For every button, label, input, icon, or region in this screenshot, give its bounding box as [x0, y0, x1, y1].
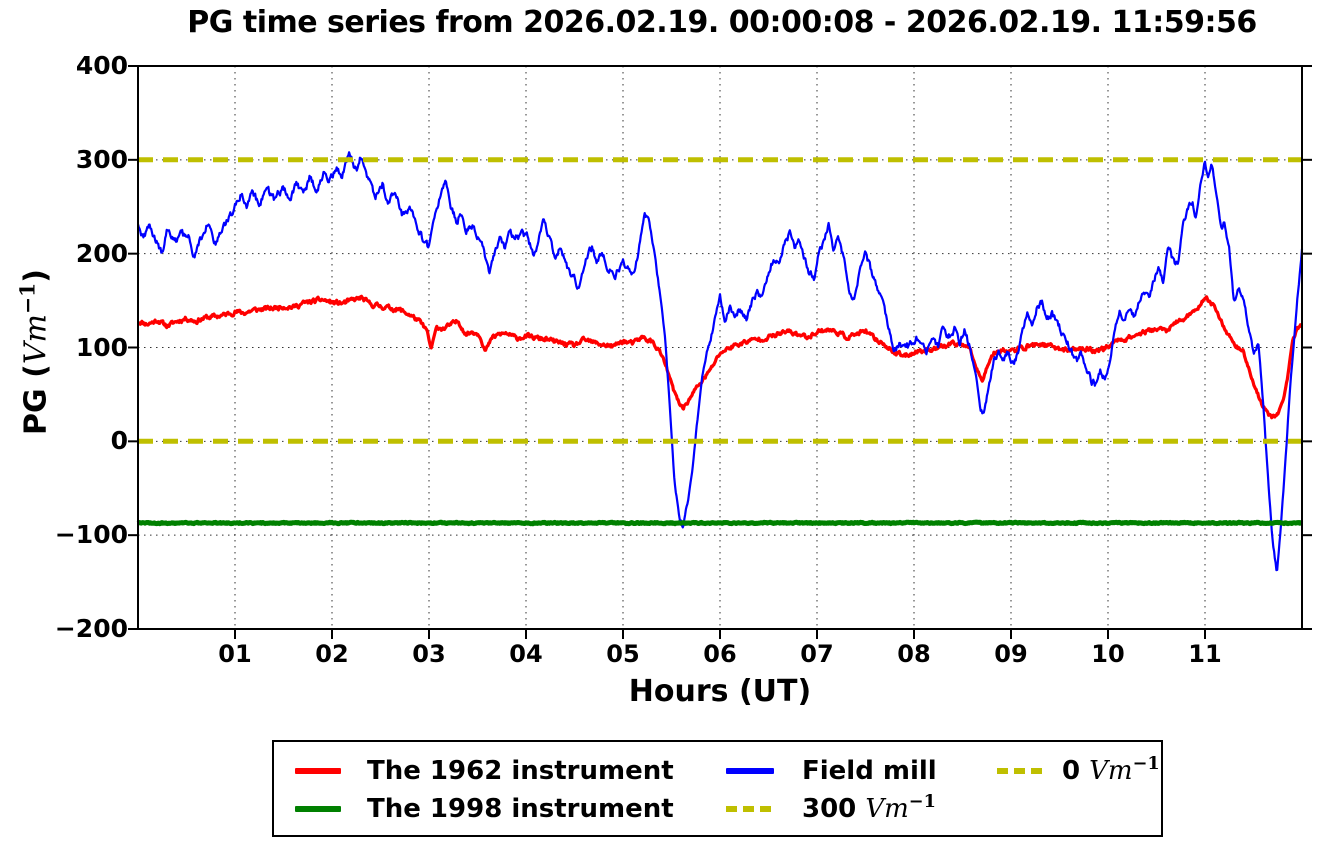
x-tick-label: 05 [606, 640, 640, 668]
y-tick-label: 300 [75, 144, 128, 174]
x-tick-label: 01 [218, 640, 252, 668]
series-the-1998-instrument [136, 519, 1304, 527]
y-tick-label: −100 [54, 520, 128, 550]
legend: The 1962 instrument The 1998 instrument … [272, 740, 1163, 837]
legend-label-300: 300 Vm−1 [802, 791, 936, 824]
plot-border [137, 65, 1303, 630]
x-tick-label: 10 [1091, 640, 1125, 668]
y-tick-label: 200 [75, 238, 128, 268]
legend-label-1962: The 1962 instrument [367, 756, 674, 786]
legend-label-0: 0 Vm−1 [1062, 753, 1160, 786]
y-tick-label: 400 [75, 51, 128, 80]
x-tick-label: 03 [412, 640, 446, 668]
x-tick-label: 06 [703, 640, 737, 668]
x-tick-label: 11 [1188, 640, 1222, 668]
series-the-1962-instrument [136, 294, 1303, 420]
x-tick-label: 04 [509, 640, 543, 668]
legend-swatch-1962 [295, 768, 341, 774]
x-tick-label: 09 [994, 640, 1028, 668]
series-field-mill [136, 151, 1304, 572]
y-tick-label: −200 [54, 614, 128, 643]
y-tick-label: 100 [75, 332, 128, 362]
legend-swatch-fieldmill [726, 768, 774, 774]
legend-label-1998: The 1998 instrument [367, 794, 674, 824]
x-tick-label: 02 [315, 640, 349, 668]
legend-label-fieldmill: Field mill [802, 756, 937, 786]
y-axis-label: PG (Vm−1) [15, 269, 54, 435]
x-axis-label: Hours (UT) [628, 674, 812, 709]
legend-swatch-1998 [295, 806, 341, 812]
x-tick-label: 07 [800, 640, 834, 668]
chart-title: PG time series from 2026.02.19. 00:00:08… [187, 5, 1257, 40]
y-tick-label: 0 [110, 426, 128, 456]
x-tick-label: 08 [897, 640, 931, 668]
